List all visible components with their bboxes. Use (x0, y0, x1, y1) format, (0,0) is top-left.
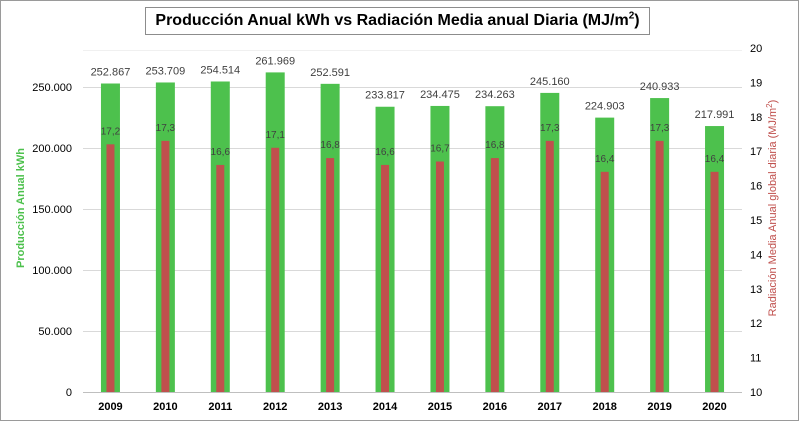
right-axis-title-text: Radiación Media Anual global diaria (MJ/… (767, 108, 779, 317)
radiation-bar (545, 140, 554, 392)
x-axis-tick-label: 2017 (538, 401, 562, 413)
x-axis-tick-label: 2019 (647, 401, 671, 413)
chart-title-text: Producción Anual kWh vs Radiación Media … (155, 12, 629, 29)
radiation-bar (381, 164, 390, 392)
production-data-label: 252.867 (91, 67, 131, 79)
left-axis-tick-label: 0 (66, 387, 72, 399)
radiation-bar (326, 158, 335, 392)
production-data-label: 234.475 (420, 89, 460, 101)
production-data-labels: 252.867 253.709 254.514 261.969 252.591 233.8… (91, 55, 735, 121)
left-axis-tick-label: 150.000 (32, 204, 72, 216)
radiation-bar (600, 171, 609, 392)
x-axis-tick-label: 2013 (318, 401, 342, 413)
radiation-data-label: 16,4 (595, 154, 615, 165)
radiation-data-label: 16,4 (705, 154, 725, 165)
radiation-data-label: 17,3 (156, 123, 176, 134)
radiation-data-label: 16,6 (375, 147, 395, 158)
left-axis-ticks: 0 50.000 100.000 150.000 200.000 250.000 (32, 82, 72, 399)
left-axis-title: Producción Anual kWh (15, 148, 27, 268)
x-axis-tick-label: 2011 (208, 401, 232, 413)
radiation-data-label: 17,3 (650, 123, 670, 134)
production-data-label: 240.933 (640, 81, 680, 93)
right-axis-tick-label: 13 (750, 284, 762, 296)
radiation-data-label: 16,7 (430, 144, 450, 155)
production-bars (100, 72, 725, 393)
x-axis-tick-label: 2015 (428, 401, 452, 413)
right-axis-title: Radiación Media Anual global diaria (MJ/… (765, 100, 779, 317)
x-axis-tick-label: 2020 (702, 401, 726, 413)
x-axis-tick-label: 2014 (373, 401, 398, 413)
radiation-bar (216, 164, 225, 392)
right-axis-tick-label: 11 (750, 353, 761, 365)
radiation-data-label: 17,2 (101, 126, 121, 137)
x-axis-tick-label: 2018 (592, 401, 616, 413)
radiation-bar (271, 147, 280, 392)
radiation-data-labels: 17,2 17,3 16,6 17,1 16,8 16,6 16,7 16,8 17,3 16,4… (101, 123, 725, 165)
left-axis-tick-label: 250.000 (32, 82, 72, 94)
production-data-label: 245.160 (530, 76, 570, 88)
chart-title-superscript: 2 (628, 10, 635, 22)
right-axis-title-end: ) (767, 100, 779, 104)
gridlines (83, 50, 742, 332)
radiation-data-label: 16,8 (320, 140, 340, 151)
right-axis-tick-label: 20 (750, 43, 762, 55)
radiation-bar (710, 171, 719, 392)
radiation-data-label: 17,3 (540, 123, 560, 134)
production-data-label: 217.991 (695, 109, 735, 121)
production-data-label: 233.817 (365, 90, 405, 102)
x-axis-tick-label: 2009 (98, 401, 122, 413)
x-axis-tick-label: 2010 (153, 401, 177, 413)
x-axis-tick-label: 2012 (263, 401, 287, 413)
right-axis-tick-label: 18 (750, 112, 762, 124)
radiation-bars (106, 140, 719, 392)
radiation-data-label: 16,8 (485, 140, 505, 151)
chart-title: Producción Anual kWh vs Radiación Media … (145, 7, 650, 35)
right-axis-title-superscript: 2 (765, 103, 774, 108)
chart-title-end: ) (634, 12, 640, 29)
production-data-label: 234.263 (475, 89, 515, 101)
left-axis-tick-label: 100.000 (32, 265, 72, 277)
right-axis-ticks: 10 11 12 13 14 15 16 17 18 19 20 (750, 43, 762, 399)
right-axis-tick-label: 17 (750, 146, 762, 158)
radiation-data-label: 16,6 (211, 147, 231, 158)
production-data-label: 254.514 (200, 64, 240, 76)
left-axis-tick-label: 50.000 (38, 326, 72, 338)
right-axis-tick-label: 10 (750, 387, 762, 399)
left-axis-tick-label: 200.000 (32, 143, 72, 155)
right-axis-tick-label: 19 (750, 77, 762, 89)
radiation-bar (490, 158, 499, 392)
radiation-bar (655, 140, 664, 392)
radiation-data-label: 17,1 (265, 130, 285, 141)
radiation-bar (435, 161, 444, 392)
production-data-label: 252.591 (310, 67, 350, 79)
right-axis-tick-label: 15 (750, 215, 762, 227)
x-axis-ticks: 2009 2010 2011 2012 2013 2014 2015 2016 2017 2018… (98, 401, 727, 413)
radiation-bar (106, 144, 115, 392)
radiation-bar (161, 140, 170, 392)
right-axis-tick-label: 12 (750, 318, 762, 330)
production-data-label: 253.709 (145, 65, 185, 77)
right-axis-tick-label: 14 (750, 249, 762, 261)
production-data-label: 224.903 (585, 101, 625, 113)
x-axis-tick-label: 2016 (483, 401, 507, 413)
production-data-label: 261.969 (255, 55, 295, 67)
right-axis-tick-label: 16 (750, 181, 762, 193)
